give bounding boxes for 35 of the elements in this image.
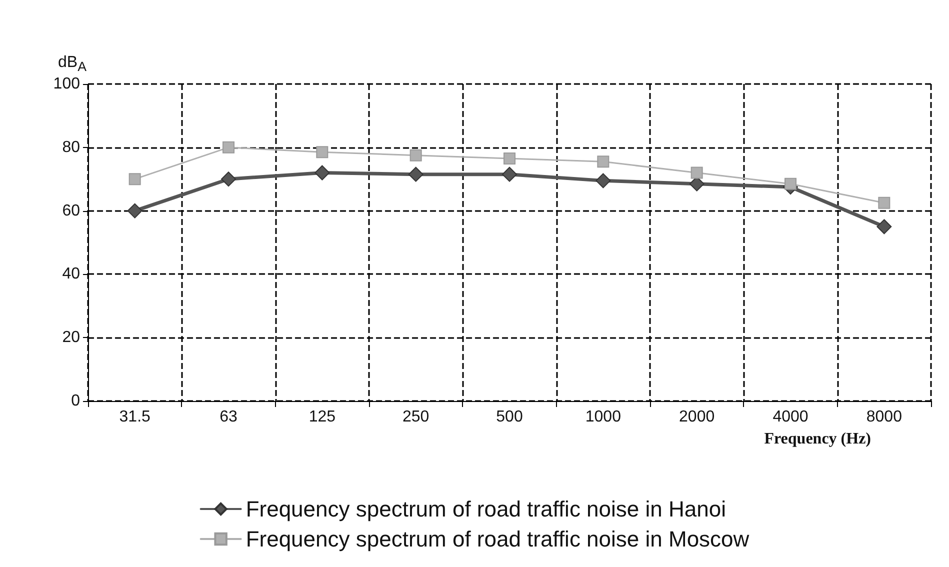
x-tick-label: 8000 xyxy=(866,408,902,426)
x-tick-label: 125 xyxy=(308,408,336,426)
y-tick-label: 20 xyxy=(62,329,80,346)
x-tick-label: 2000 xyxy=(679,408,715,426)
x-tick-label: 250 xyxy=(402,408,430,426)
x-tick-label: 1000 xyxy=(585,408,622,426)
point xyxy=(128,173,141,186)
point xyxy=(314,165,330,180)
point xyxy=(876,219,892,234)
x-tick-label: 500 xyxy=(496,408,523,426)
point xyxy=(127,203,142,218)
y-tick-label: 0 xyxy=(71,392,80,410)
y-tick-label: 80 xyxy=(62,138,80,156)
point xyxy=(878,196,890,209)
point xyxy=(221,172,236,187)
point xyxy=(690,166,703,179)
x-tick-label: 31.5 xyxy=(119,408,151,426)
point xyxy=(596,173,611,188)
point xyxy=(597,156,610,168)
x-tick-label: 63 xyxy=(220,408,238,426)
point xyxy=(784,178,796,190)
point xyxy=(316,146,328,158)
y-axis-title: dB$_{A}$ xyxy=(58,54,86,76)
legend-label: Frequency spectrum of road traffic noise in Moscow xyxy=(246,526,750,552)
x-tick-label: 4000 xyxy=(772,408,808,426)
legend-label: Frequency spectrum of road traffic noise in Hanoi xyxy=(246,496,726,522)
point xyxy=(222,141,234,154)
x-axis-title: Frequency (Hz) xyxy=(764,430,871,448)
point xyxy=(410,149,422,162)
y-tick-label: 100 xyxy=(53,76,80,92)
point xyxy=(504,152,516,164)
y-tick-label: 60 xyxy=(62,202,80,220)
point xyxy=(408,166,424,182)
point xyxy=(502,166,517,182)
y-tick-label: 40 xyxy=(62,266,80,283)
